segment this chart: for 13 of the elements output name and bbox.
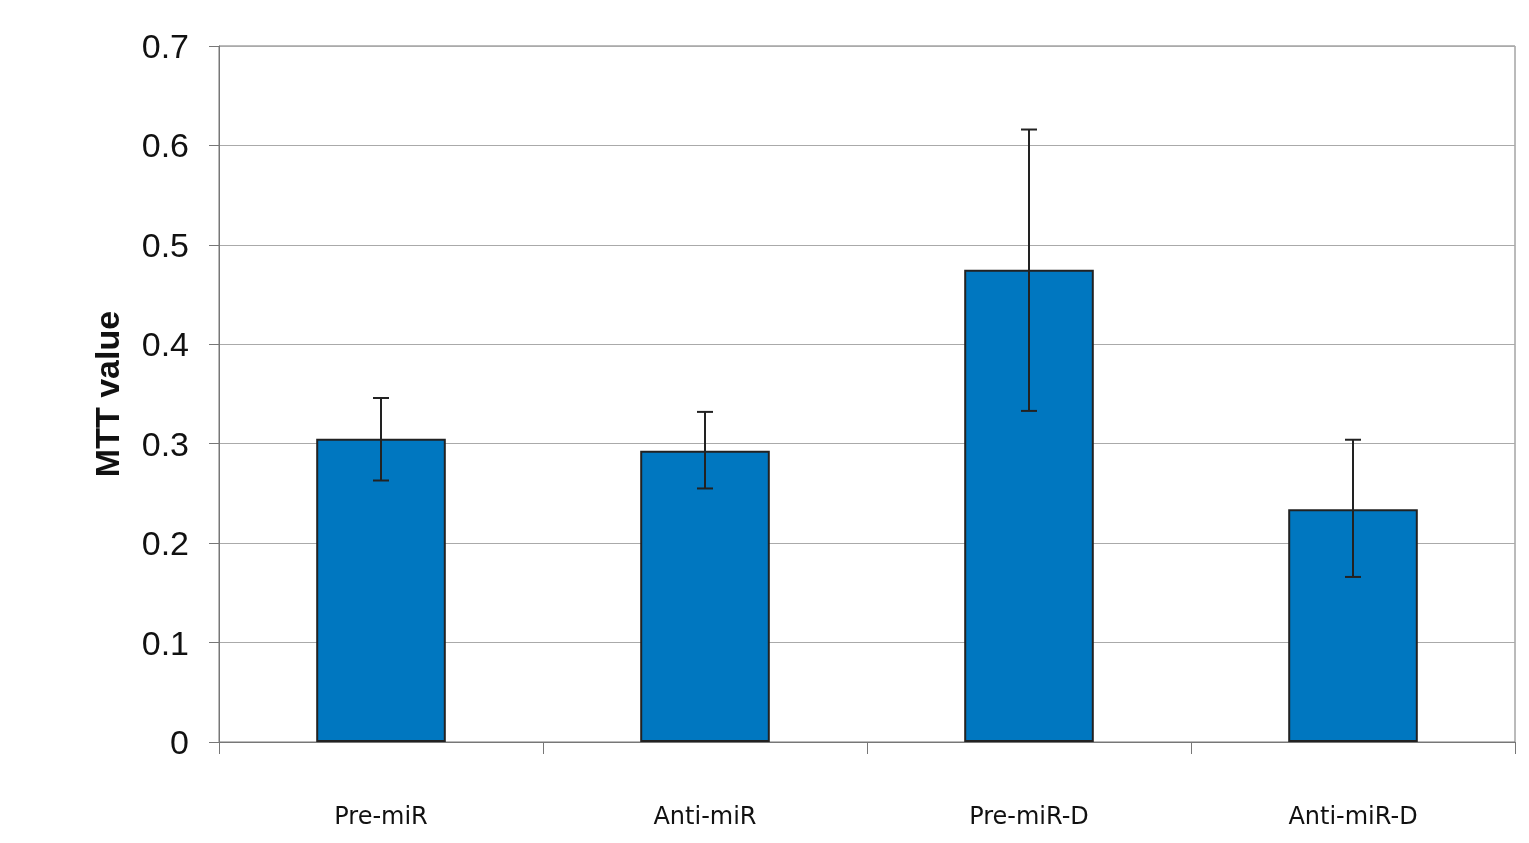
y-tick-label: 0.2 bbox=[141, 524, 189, 563]
x-tick-label: Anti-miR bbox=[653, 802, 757, 830]
x-tick-label: Pre-miR bbox=[334, 802, 428, 830]
y-tick-label: 0.3 bbox=[141, 424, 189, 463]
y-axis-title: MTT value bbox=[88, 310, 126, 478]
y-tick-label: 0.6 bbox=[141, 126, 189, 165]
y-tick-label: 0.7 bbox=[141, 27, 189, 65]
y-tick-label: 0 bbox=[170, 723, 189, 761]
y-tick-label: 0.1 bbox=[141, 623, 189, 662]
x-tick-label: Pre-miR-D bbox=[969, 802, 1089, 830]
y-tick-label: 0.4 bbox=[141, 325, 189, 364]
x-tick-label: Anti-miR-D bbox=[1288, 802, 1418, 830]
y-tick-label: 0.5 bbox=[141, 225, 189, 264]
